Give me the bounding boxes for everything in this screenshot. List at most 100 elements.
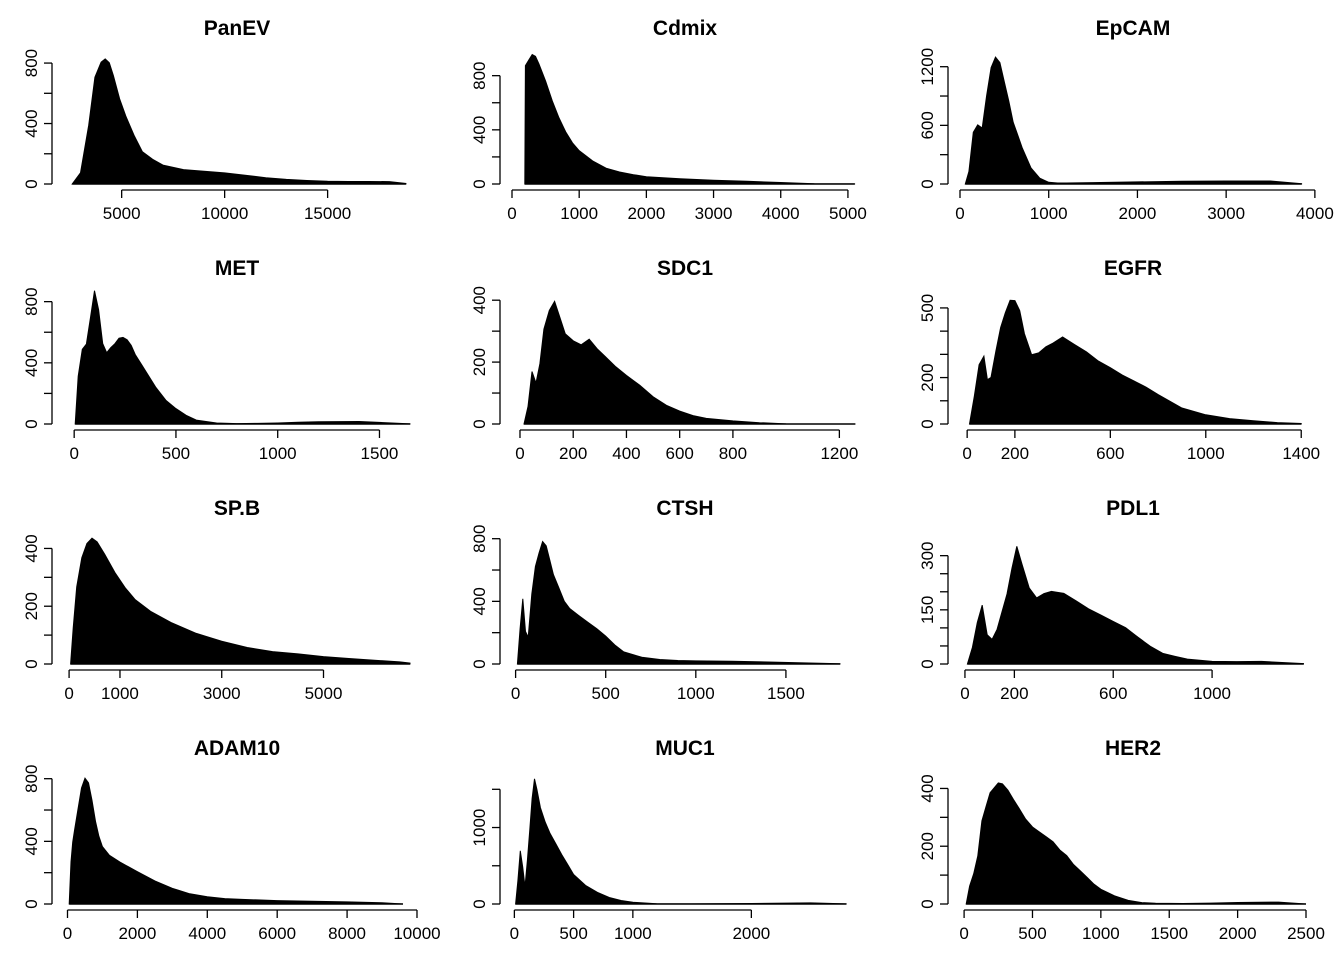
y-axis: 0 400 800 bbox=[22, 49, 53, 189]
x-axis: 0 2000 4000 6000 8000 10000 bbox=[63, 909, 441, 943]
histogram-title: SP.B bbox=[214, 497, 260, 520]
x-axis: 0 500 1000 1500 2000 2500 bbox=[959, 909, 1325, 943]
histogram-ctsh: CTSH 0 500 1000 1500 0 400 800 bbox=[470, 497, 841, 703]
histogram-bars bbox=[968, 299, 1302, 425]
x-tick-label: 3000 bbox=[203, 684, 241, 703]
x-tick-label: 0 bbox=[955, 204, 964, 223]
y-tick-label: 1200 bbox=[918, 48, 937, 86]
histogram-bars bbox=[965, 782, 1307, 905]
x-tick-label: 200 bbox=[1000, 684, 1028, 703]
y-tick-label: 400 bbox=[918, 774, 937, 802]
x-tick-label: 1000 bbox=[677, 684, 715, 703]
histogram-panev: PanEV 5000 10000 15000 0 400 800 bbox=[22, 17, 407, 223]
histogram-sp-b: SP.B 0 1000 3000 5000 0 200 400 bbox=[22, 497, 411, 703]
x-axis: 0 1000 3000 5000 bbox=[64, 669, 342, 703]
x-tick-label: 4000 bbox=[762, 204, 800, 223]
x-tick-label: 4000 bbox=[1296, 204, 1334, 223]
y-tick-label: 0 bbox=[918, 419, 937, 428]
histogram-title: EpCAM bbox=[1096, 17, 1171, 40]
x-tick-label: 10000 bbox=[201, 204, 248, 223]
x-tick-label: 2500 bbox=[1287, 924, 1325, 943]
x-tick-label: 2000 bbox=[1119, 204, 1157, 223]
histogram-bars bbox=[964, 56, 1303, 185]
x-tick-label: 6000 bbox=[258, 924, 296, 943]
x-axis: 0 1000 2000 3000 4000 bbox=[955, 189, 1334, 223]
x-tick-label: 1000 bbox=[1030, 204, 1068, 223]
histogram-her2: HER2 0 500 1000 1500 2000 2500 0 200 400 bbox=[918, 737, 1325, 943]
y-tick-label: 0 bbox=[918, 899, 937, 908]
histogram-title: SDC1 bbox=[657, 257, 713, 280]
y-tick-label: 500 bbox=[918, 294, 937, 322]
histogram-title: PanEV bbox=[204, 17, 271, 40]
x-tick-label: 2000 bbox=[627, 204, 665, 223]
histogram-bars bbox=[966, 546, 1304, 665]
x-tick-label: 600 bbox=[1096, 444, 1124, 463]
x-tick-label: 0 bbox=[515, 444, 524, 463]
y-axis: 0 200 400 bbox=[918, 774, 949, 909]
y-tick-label: 200 bbox=[470, 348, 489, 376]
x-tick-label: 1500 bbox=[767, 684, 805, 703]
y-tick-label: 600 bbox=[918, 111, 937, 139]
x-tick-label: 200 bbox=[559, 444, 587, 463]
x-tick-label: 0 bbox=[511, 684, 520, 703]
x-axis: 0 500 1000 2000 bbox=[510, 909, 770, 943]
x-tick-label: 500 bbox=[559, 924, 587, 943]
y-axis: 0 1000 bbox=[470, 788, 501, 909]
x-tick-label: 0 bbox=[960, 684, 969, 703]
histogram-bars bbox=[516, 540, 841, 665]
x-tick-label: 1400 bbox=[1282, 444, 1320, 463]
x-tick-label: 2000 bbox=[1219, 924, 1257, 943]
x-tick-label: 0 bbox=[63, 924, 72, 943]
x-tick-label: 800 bbox=[719, 444, 747, 463]
histogram-met: MET 0 500 1000 1500 0 400 800 bbox=[22, 257, 411, 463]
histogram-title: CTSH bbox=[656, 497, 713, 520]
histogram-bars bbox=[523, 300, 856, 425]
y-tick-label: 400 bbox=[22, 349, 41, 377]
y-tick-label: 200 bbox=[22, 592, 41, 620]
y-tick-label: 0 bbox=[22, 419, 41, 428]
x-tick-label: 600 bbox=[1099, 684, 1127, 703]
y-axis: 0 200 400 bbox=[470, 286, 501, 429]
y-axis: 0 200 400 bbox=[22, 534, 53, 669]
x-tick-label: 0 bbox=[507, 204, 516, 223]
y-axis: 0 150 300 bbox=[918, 541, 949, 669]
x-tick-label: 0 bbox=[69, 444, 78, 463]
x-axis: 0 200 600 1000 1400 bbox=[962, 429, 1320, 463]
x-axis: 0 500 1000 1500 bbox=[69, 429, 398, 463]
y-tick-label: 800 bbox=[22, 765, 41, 793]
x-tick-label: 0 bbox=[962, 444, 971, 463]
histogram-bars bbox=[68, 777, 404, 905]
x-axis: 0 500 1000 1500 bbox=[511, 669, 805, 703]
histogram-bars bbox=[515, 778, 847, 905]
histogram-egfr: EGFR 0 200 600 1000 1400 0 200 500 bbox=[918, 257, 1320, 463]
x-tick-label: 2000 bbox=[732, 924, 770, 943]
y-tick-label: 0 bbox=[918, 659, 937, 668]
x-tick-label: 600 bbox=[665, 444, 693, 463]
x-tick-label: 500 bbox=[592, 684, 620, 703]
y-tick-label: 200 bbox=[918, 832, 937, 860]
y-axis: 0 400 800 bbox=[470, 61, 501, 189]
x-tick-label: 400 bbox=[612, 444, 640, 463]
y-axis: 0 200 500 bbox=[918, 294, 949, 429]
histogram-title: EGFR bbox=[1104, 257, 1162, 280]
x-tick-label: 3000 bbox=[695, 204, 733, 223]
y-tick-label: 0 bbox=[918, 179, 937, 188]
histogram-pdl1: PDL1 0 200 600 1000 0 150 300 bbox=[918, 497, 1304, 703]
x-axis: 0 200 400 600 800 1200 bbox=[515, 429, 858, 463]
y-axis: 0 400 800 bbox=[22, 765, 53, 909]
x-tick-label: 1000 bbox=[1187, 444, 1225, 463]
histogram-title: MET bbox=[215, 257, 260, 280]
y-axis: 0 400 800 bbox=[470, 525, 501, 669]
histogram-title: PDL1 bbox=[1106, 497, 1160, 520]
y-tick-label: 800 bbox=[470, 525, 489, 553]
x-tick-label: 4000 bbox=[188, 924, 226, 943]
x-tick-label: 1000 bbox=[560, 204, 598, 223]
x-tick-label: 5000 bbox=[829, 204, 867, 223]
x-tick-label: 8000 bbox=[328, 924, 366, 943]
histogram-adam10: ADAM10 0 2000 4000 6000 8000 10000 0 400 800 bbox=[22, 737, 441, 943]
y-tick-label: 0 bbox=[470, 419, 489, 428]
y-tick-label: 800 bbox=[470, 61, 489, 89]
histogram-bars bbox=[70, 537, 411, 665]
histogram-muc1: MUC1 0 500 1000 2000 0 1000 bbox=[470, 737, 847, 943]
x-tick-label: 0 bbox=[64, 684, 73, 703]
